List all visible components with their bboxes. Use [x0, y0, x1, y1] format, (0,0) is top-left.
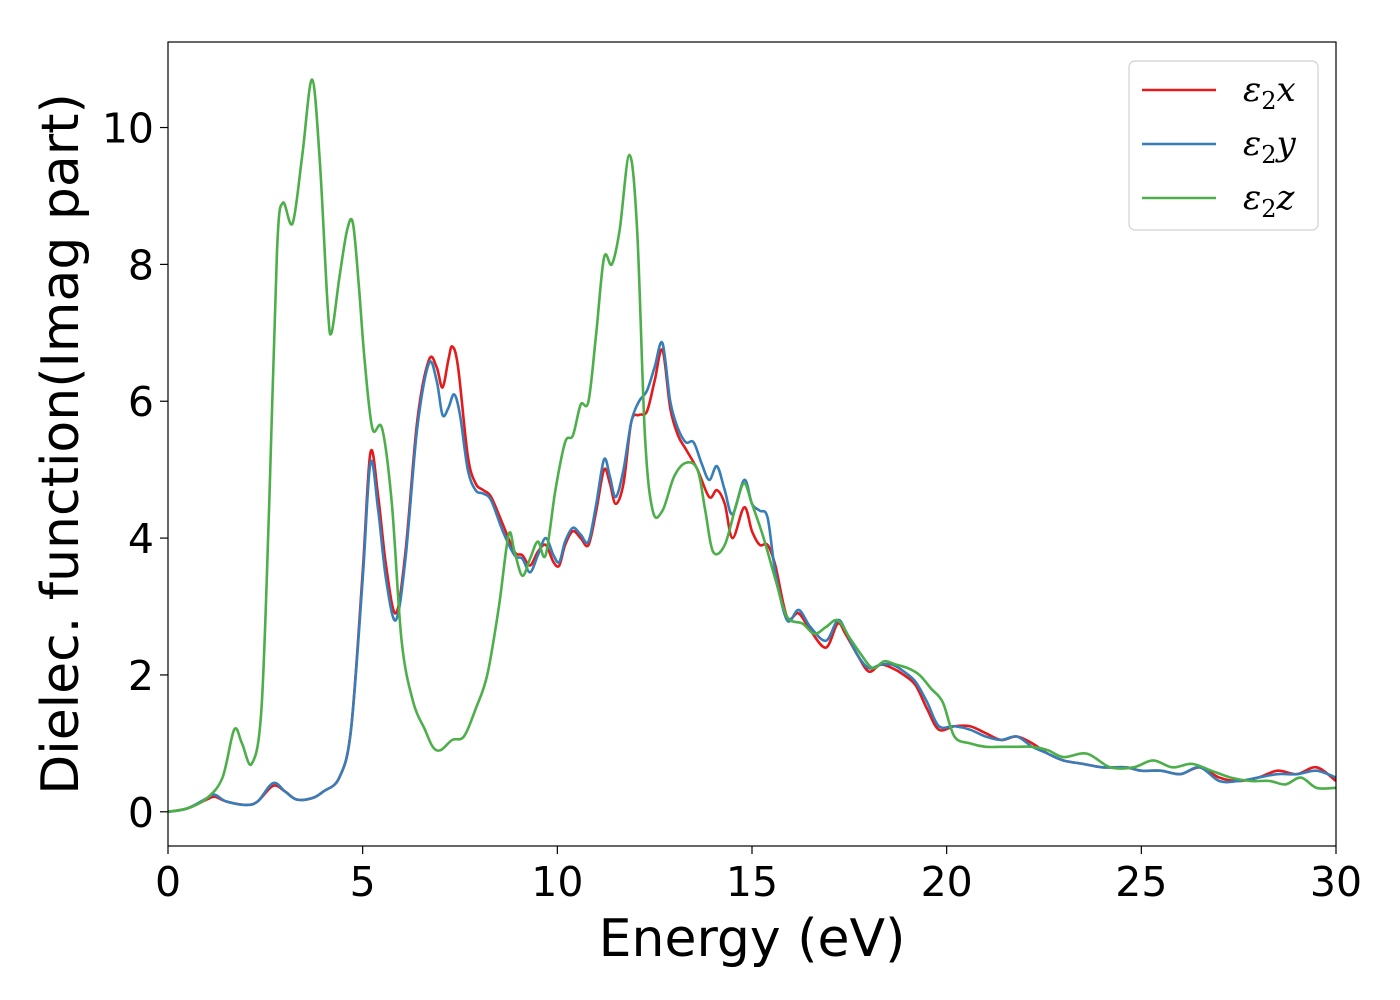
- y-tick-label: 4: [128, 515, 154, 563]
- legend-entry-x: ε2x: [1142, 70, 1296, 115]
- legend-entry-y: ε2y: [1142, 124, 1297, 169]
- x-tick-label: 30: [1310, 858, 1362, 906]
- x-tick-label: 20: [921, 858, 973, 906]
- legend-label: ε2x: [1243, 70, 1296, 115]
- legend: ε2x ε2y ε2z: [1128, 60, 1319, 231]
- y-tick-label: 0: [128, 789, 154, 837]
- series-line-x: [168, 345, 1336, 814]
- legend-entry-z: ε2z: [1142, 178, 1296, 223]
- x-tick-label: 0: [155, 858, 181, 906]
- x-tick-label: 25: [1115, 858, 1167, 906]
- x-tick-label: 10: [531, 858, 583, 906]
- x-tick-label: 5: [350, 858, 376, 906]
- plot-area: [168, 78, 1336, 814]
- x-axis-label: Energy (eV): [599, 909, 906, 969]
- x-axis: 0 5 10 15 20 25 30: [155, 846, 1362, 906]
- y-axis: 0 2 4 6 8 10: [102, 105, 168, 837]
- legend-label: ε2y: [1243, 124, 1297, 169]
- legend-label: ε2z: [1243, 178, 1296, 223]
- series-line-z: [168, 78, 1336, 814]
- legend-box: [1128, 60, 1319, 231]
- y-tick-label: 8: [128, 241, 154, 289]
- x-tick-label: 15: [726, 858, 778, 906]
- y-tick-label: 10: [102, 105, 154, 153]
- y-tick-label: 2: [128, 652, 154, 700]
- y-tick-label: 6: [128, 378, 154, 426]
- series-line-y: [168, 340, 1336, 814]
- y-axis-label: Dielec. function(Imag part): [31, 93, 91, 795]
